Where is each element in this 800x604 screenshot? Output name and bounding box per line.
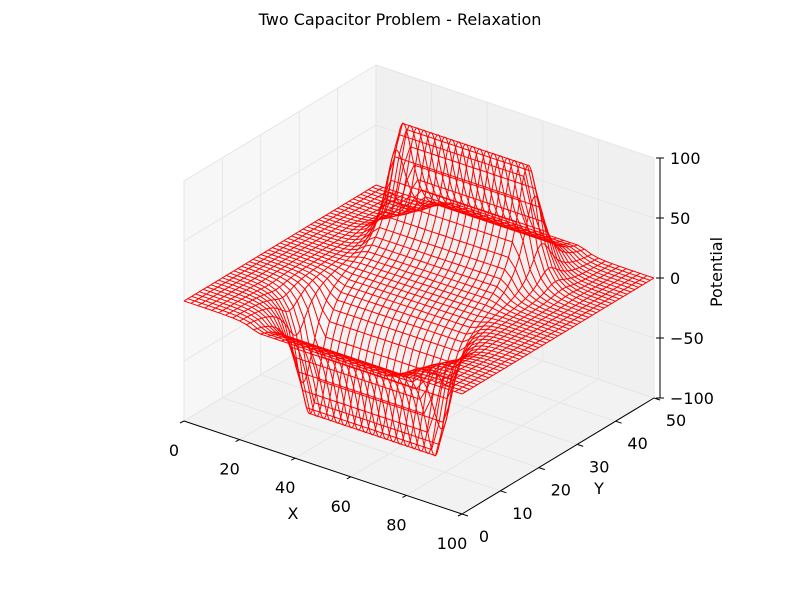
y-tick <box>577 443 584 447</box>
grid-line-z <box>183 124 655 242</box>
wire-line-const-x <box>371 159 564 452</box>
wire-line-const-x <box>183 184 377 302</box>
x-axis-line <box>183 420 463 515</box>
y-tick-label: 20 <box>551 481 571 500</box>
wire-line-const-x <box>461 277 655 395</box>
x-tick-label: 0 <box>169 441 179 460</box>
z-tick-label: −50 <box>670 329 704 348</box>
wire-line-const-x <box>288 132 481 424</box>
y-tick-label: 0 <box>479 527 489 546</box>
wire-line-const-x <box>295 134 488 427</box>
x-tick <box>402 494 407 498</box>
x-tick-label: 80 <box>386 515 406 534</box>
wire-line-const-x <box>385 164 578 457</box>
wire-line-const-x <box>302 136 495 429</box>
wire-line-const-x <box>232 200 425 319</box>
z-tick-label: 100 <box>670 149 701 168</box>
wire-line-const-x <box>267 125 460 417</box>
x-tick <box>235 439 240 443</box>
wire-line-const-x <box>454 275 648 393</box>
axis-lines <box>179 157 664 517</box>
wire-line-const-x <box>281 129 474 422</box>
wireframe-surface <box>183 122 655 457</box>
wire-line-const-x <box>447 272 641 390</box>
wire-line-const-x <box>420 263 613 381</box>
y-tick-label: 30 <box>589 457 609 476</box>
chart-title: Two Capacitor Problem - Relaxation <box>258 10 542 29</box>
y-tick <box>653 397 661 401</box>
y-axis-line <box>461 397 655 515</box>
z-tick-label: −100 <box>670 389 714 408</box>
wire-line-const-x <box>378 162 571 454</box>
wire-line-const-x <box>399 243 592 387</box>
wire-line-const-x <box>274 127 467 420</box>
wire-line-const-x <box>315 141 509 433</box>
wire-line-const-x <box>246 192 439 336</box>
wire-line-const-x <box>364 157 557 450</box>
wire-line-const-x <box>427 265 620 383</box>
z-tick-label: 50 <box>670 209 690 228</box>
grid-line-z <box>183 64 655 182</box>
tick-labels: 0 20 40 60 80 100 0 10 20 30 40 50 −100 −50 0 50 100 <box>169 149 714 553</box>
wire-line-const-x <box>392 195 585 430</box>
wire-line-const-x <box>204 191 398 309</box>
wire-line-const-x <box>322 143 516 436</box>
wire-line-const-x <box>350 152 543 445</box>
y-tick <box>615 420 622 424</box>
y-tick-label: 50 <box>666 411 686 430</box>
wire-line-const-x <box>308 139 502 431</box>
wire-line-const-x <box>197 189 391 307</box>
wire-line-const-x <box>413 260 606 379</box>
y-tick <box>538 467 545 471</box>
wire-line-const-x <box>239 201 432 322</box>
x-tick <box>457 513 463 517</box>
wire-line-const-x <box>433 268 627 386</box>
wire-line-const-x <box>406 257 599 378</box>
x-tick-label: 40 <box>275 478 295 497</box>
y-tick <box>461 513 469 517</box>
y-tick <box>500 490 507 494</box>
z-tick-label: 0 <box>670 269 680 288</box>
wire-line-const-x <box>329 146 523 438</box>
x-tick <box>290 457 296 461</box>
wire-line-const-x <box>260 122 453 415</box>
y-tick-label: 10 <box>512 504 532 523</box>
x-axis-label: X <box>288 504 299 523</box>
wire-line-const-x <box>343 150 536 443</box>
x-tick <box>346 476 352 480</box>
x-tick-label: 100 <box>437 534 468 553</box>
x-tick <box>179 420 185 424</box>
wire-line-const-x <box>225 198 418 316</box>
x-tick-label: 60 <box>331 497 351 516</box>
wire-line-const-x <box>440 270 634 388</box>
wire-line-const-x <box>211 193 405 311</box>
y-tick-label: 40 <box>627 434 647 453</box>
wire-line-const-x <box>336 148 530 440</box>
y-axis-label: Y <box>593 479 604 498</box>
z-axis-label: Potential <box>707 237 726 307</box>
x-tick-label: 20 <box>219 460 239 479</box>
grid-line-z <box>183 304 655 422</box>
wire-line-const-x <box>190 186 384 304</box>
wire-line-const-x <box>357 155 550 447</box>
